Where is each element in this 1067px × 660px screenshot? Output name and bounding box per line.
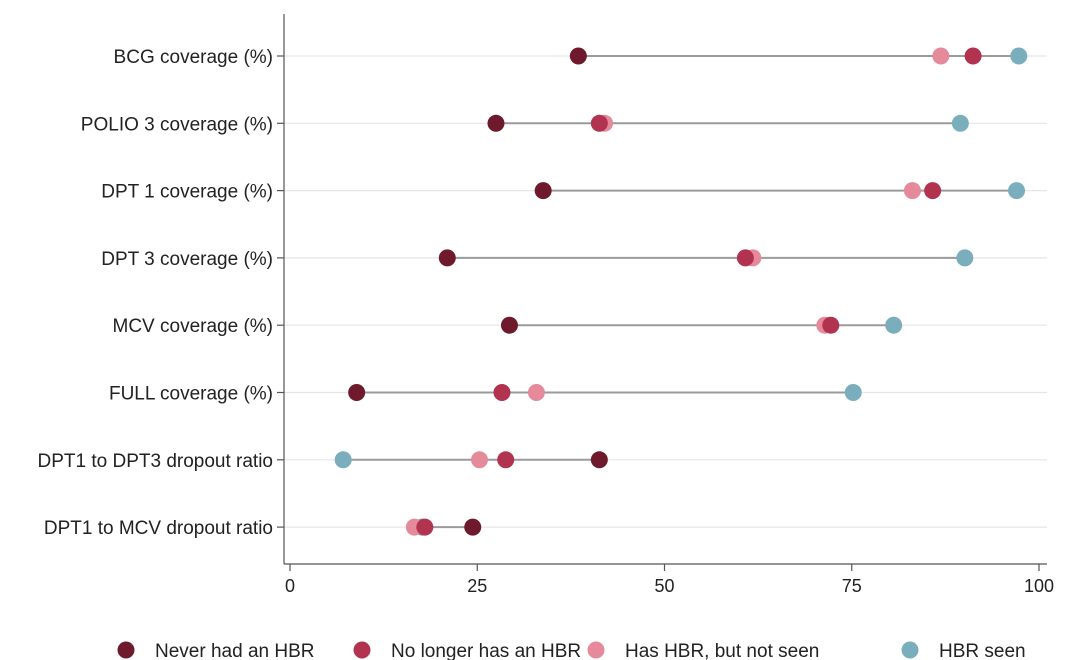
data-point <box>736 249 754 267</box>
legend-marker <box>353 641 371 659</box>
data-point <box>822 316 840 334</box>
row-label: DPT1 to MCV dropout ratio <box>44 518 273 539</box>
x-ticks: 0 25 50 75 100 <box>277 55 1054 596</box>
legend-label: No longer has an HBR <box>391 641 581 660</box>
data-point <box>500 316 518 334</box>
legend-label: Never had an HBR <box>155 641 314 660</box>
data-point <box>903 182 921 200</box>
legend: Never had an HBR No longer has an HBR Has … <box>117 641 1026 660</box>
data-point <box>438 249 456 267</box>
data-point <box>956 249 974 267</box>
row-labels: BCG coverage (%) POLIO 3 coverage (%) DPT … <box>38 47 274 539</box>
data-point <box>493 384 511 401</box>
row-label: DPT 1 coverage (%) <box>101 182 273 203</box>
x-tick-label: 50 <box>654 576 674 596</box>
row-label: BCG coverage (%) <box>114 47 273 68</box>
row-label: DPT 3 coverage (%) <box>101 249 273 270</box>
data-point <box>487 114 505 132</box>
row-label: DPT1 to DPT3 dropout ratio <box>38 451 274 472</box>
row-label: FULL coverage (%) <box>109 384 273 405</box>
row-label: MCV coverage (%) <box>113 316 274 337</box>
x-tick-label: 75 <box>842 576 862 596</box>
data-points <box>334 47 1028 536</box>
data-point <box>527 384 545 401</box>
data-point <box>590 114 608 132</box>
x-tick-label: 100 <box>1024 576 1054 596</box>
data-point <box>464 518 482 536</box>
data-point <box>932 47 950 65</box>
x-tick-label: 0 <box>285 576 295 596</box>
gridlines <box>284 55 1047 528</box>
data-point <box>569 47 587 65</box>
data-point <box>590 451 608 469</box>
data-point <box>924 182 942 200</box>
legend-marker <box>587 641 605 659</box>
legend-marker <box>901 641 919 659</box>
data-point <box>1010 47 1028 65</box>
legend-marker <box>117 641 135 659</box>
x-tick-label: 25 <box>467 576 487 596</box>
axes <box>283 14 1047 565</box>
data-point <box>416 518 434 536</box>
row-label: POLIO 3 coverage (%) <box>81 114 273 135</box>
data-point <box>844 384 862 401</box>
data-point <box>964 47 982 65</box>
data-point <box>951 114 969 132</box>
data-point <box>534 182 552 200</box>
data-point <box>885 316 903 334</box>
data-point <box>1008 182 1026 200</box>
data-point <box>334 451 352 469</box>
legend-label: HBR seen <box>939 641 1026 660</box>
data-point <box>470 451 488 469</box>
range-lines <box>343 55 1019 529</box>
legend-label: Has HBR, but not seen <box>625 641 819 660</box>
data-point <box>497 451 515 469</box>
data-point <box>348 384 366 401</box>
